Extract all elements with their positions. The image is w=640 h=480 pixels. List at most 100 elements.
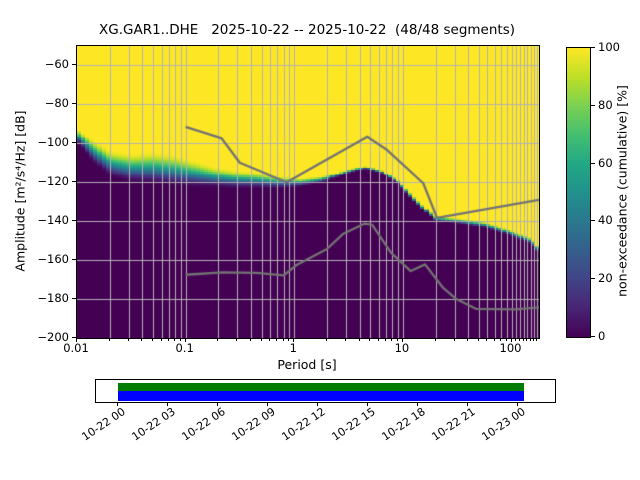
x-tick-mark [76, 338, 77, 342]
y-tick-mark [72, 142, 76, 143]
x-tick-mark [185, 338, 186, 342]
x-minor-tick-mark [486, 338, 487, 341]
timeline-tick-label: 10-22 15 [328, 405, 378, 444]
x-minor-tick-mark [174, 338, 175, 341]
colorbar-tick-mark [591, 278, 595, 279]
timeline-tick-label: 10-22 09 [228, 405, 278, 444]
x-tick-label: 10 [394, 341, 410, 355]
y-tick-label: −180 [37, 291, 69, 306]
x-minor-tick-mark [250, 338, 251, 341]
timeline-tick-label: 10-22 03 [128, 405, 178, 444]
x-minor-tick-mark [500, 338, 501, 341]
y-tick-label: −60 [44, 57, 69, 72]
timeline-tick-mark [517, 402, 518, 406]
x-minor-tick-mark [478, 338, 479, 341]
x-minor-tick-mark [276, 338, 277, 341]
x-minor-tick-mark [359, 338, 360, 341]
colorbar-tick-label: 20 [598, 271, 613, 286]
timeline-tick-label: 10-22 21 [428, 405, 478, 444]
timeline-tick-mark [417, 402, 418, 406]
x-tick-label: 100 [499, 341, 522, 355]
y-tick-mark [72, 181, 76, 182]
x-minor-tick-mark [397, 338, 398, 341]
plot-area [76, 45, 540, 339]
ppsd-heatmap-canvas [77, 46, 539, 338]
timeline-coverage-bar [95, 379, 556, 403]
y-tick-mark [72, 337, 76, 338]
colorbar-tick-mark [591, 47, 595, 48]
timeline-tick-label: 10-23 00 [478, 405, 528, 444]
timeline-tick-label: 10-22 06 [178, 405, 228, 444]
x-axis-label: Period [s] [277, 357, 337, 372]
x-minor-tick-mark [326, 338, 327, 341]
timeline-tick-label: 10-22 18 [378, 405, 428, 444]
y-tick-label: −80 [44, 96, 69, 111]
x-minor-tick-mark [378, 338, 379, 341]
x-minor-tick-mark [168, 338, 169, 341]
x-minor-tick-mark [506, 338, 507, 341]
x-tick-label: 1 [289, 341, 297, 355]
x-minor-tick-mark [454, 338, 455, 341]
timeline-tick-label: 10-22 00 [78, 405, 128, 444]
x-minor-tick-mark [261, 338, 262, 341]
x-minor-tick-mark [288, 338, 289, 341]
colorbar-tick-label: 0 [598, 329, 606, 343]
y-tick-label: −160 [37, 252, 69, 267]
x-minor-tick-mark [217, 338, 218, 341]
x-minor-tick-mark [269, 338, 270, 341]
x-minor-tick-mark [523, 338, 524, 341]
colorbar-tick-label: 100 [598, 40, 620, 54]
x-minor-tick-mark [391, 338, 392, 341]
y-tick-mark [72, 259, 76, 260]
x-minor-tick-mark [161, 338, 162, 341]
x-minor-tick-mark [536, 338, 537, 341]
y-axis-label: Amplitude [m²/s⁴/Hz] [dB] [12, 110, 28, 272]
y-tick-label: −200 [37, 330, 69, 344]
x-minor-tick-mark [236, 338, 237, 341]
y-tick-mark [72, 298, 76, 299]
x-minor-tick-mark [515, 338, 516, 341]
x-minor-tick-mark [109, 338, 110, 341]
x-minor-tick-mark [283, 338, 284, 341]
colorbar-tick-label: 80 [598, 97, 613, 112]
x-tick-label: 0.01 [63, 341, 89, 355]
x-minor-tick-mark [141, 338, 142, 341]
x-minor-tick-mark [533, 338, 534, 341]
x-minor-tick-mark [435, 338, 436, 341]
x-tick-label: 0.1 [175, 341, 194, 355]
x-minor-tick-mark [369, 338, 370, 341]
colorbar-tick-mark [591, 105, 595, 106]
x-minor-tick-mark [494, 338, 495, 341]
x-minor-tick-mark [519, 338, 520, 341]
colorbar-label: non-exceedance (cumulative) [%] [614, 85, 630, 297]
timeline-tick-mark [367, 402, 368, 406]
timeline-tick-mark [217, 402, 218, 406]
x-tick-mark [293, 338, 294, 342]
x-minor-tick-mark [530, 338, 531, 341]
y-tick-mark [72, 220, 76, 221]
x-tick-mark [511, 338, 512, 342]
x-minor-tick-mark [526, 338, 527, 341]
x-minor-tick-mark [467, 338, 468, 341]
colorbar-tick-label: 60 [598, 155, 613, 170]
timeline-used-strip [118, 383, 524, 391]
y-tick-label: −140 [37, 213, 69, 228]
timeline-tick-mark [267, 402, 268, 406]
colorbar-tick-mark [591, 336, 595, 337]
y-tick-label: −120 [37, 174, 69, 189]
x-minor-tick-mark [152, 338, 153, 341]
x-tick-mark [402, 338, 403, 342]
x-minor-tick-mark [385, 338, 386, 341]
timeline-tick-mark [117, 402, 118, 406]
x-minor-tick-mark [345, 338, 346, 341]
colorbar-tick-mark [591, 163, 595, 164]
timeline-tick-mark [167, 402, 168, 406]
colorbar-tick-mark [591, 220, 595, 221]
chart-title: XG.GAR1..DHE 2025-10-22 -- 2025-10-22 (4… [99, 22, 515, 38]
y-tick-mark [72, 64, 76, 65]
timeline-tick-label: 10-22 12 [278, 405, 328, 444]
timeline-tick-mark [317, 402, 318, 406]
x-minor-tick-mark [128, 338, 129, 341]
y-tick-label: −100 [37, 135, 69, 150]
